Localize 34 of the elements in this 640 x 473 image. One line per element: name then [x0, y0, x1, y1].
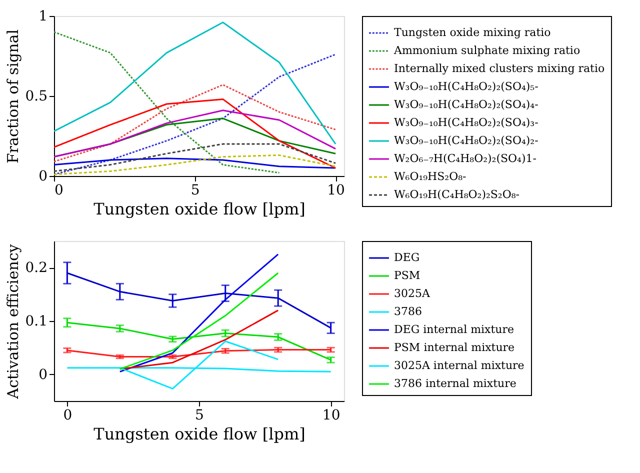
- x-tick-label: 10: [322, 408, 340, 424]
- x-axis-title: Tungsten oxide flow [lpm]: [94, 424, 306, 444]
- x-tick-label: 5: [195, 408, 204, 424]
- y-tick-label: 0: [38, 168, 48, 184]
- x-tick-label: 0: [63, 408, 72, 424]
- legend-label: W₃O₉₋₁₀H(C₄H₈O₂)₂(SO₄)₃-: [394, 116, 539, 129]
- legend-label: 3786 internal mixture: [394, 377, 516, 390]
- x-tick-label: 0: [54, 182, 64, 198]
- legend-label: W₆O₁₉H(C₄H₈O₂)₂S₂O₈-: [394, 188, 520, 201]
- legend-label: DEG internal mixture: [394, 323, 514, 336]
- legend-label: 3025A internal mixture: [394, 359, 524, 372]
- legend-label: W₆O₁₉HS₂O₈-: [394, 170, 467, 183]
- x-tick-label: 5: [190, 182, 200, 198]
- y-tick-label: 1: [38, 8, 48, 24]
- y-axis-title: Fraction of signal: [4, 29, 22, 164]
- legend-label: W₃O₉₋₁₀H(C₄H₈O₂)₂(SO₄)₂-: [394, 134, 539, 147]
- y-tick-label: 0: [38, 366, 48, 383]
- legend-label: PSM: [394, 269, 420, 282]
- legend-label: W₃O₉₋₁₀H(C₄H₈O₂)₂(SO₄)₅-: [394, 80, 539, 93]
- legend-label: DEG: [394, 251, 420, 264]
- legend-label: PSM internal mixture: [394, 341, 515, 354]
- y-tick-label: 0.5: [25, 88, 48, 104]
- x-axis-title: Tungsten oxide flow [lpm]: [94, 200, 306, 218]
- legend-label: 3025A: [394, 287, 431, 300]
- legend-label: W₃O₉₋₁₀H(C₄H₈O₂)₂(SO₄)₄-: [394, 98, 539, 111]
- y-tick-label: 0.1: [25, 314, 48, 330]
- y-axis-title: Activation efficiency: [4, 244, 22, 400]
- legend-label: Tungsten oxide mixing ratio: [394, 26, 552, 39]
- legend-label: W₂O₆₋₇H(C₄H₈O₂)₂(SO₄)1-: [394, 152, 537, 165]
- legend-label: Internally mixed clusters mixing ratio: [394, 62, 605, 75]
- x-tick-label: 10: [327, 182, 345, 198]
- legend-label: 3786: [394, 305, 422, 318]
- legend-label: Ammonium sulphate mixing ratio: [393, 44, 580, 57]
- y-tick-label: 0.2: [25, 260, 48, 276]
